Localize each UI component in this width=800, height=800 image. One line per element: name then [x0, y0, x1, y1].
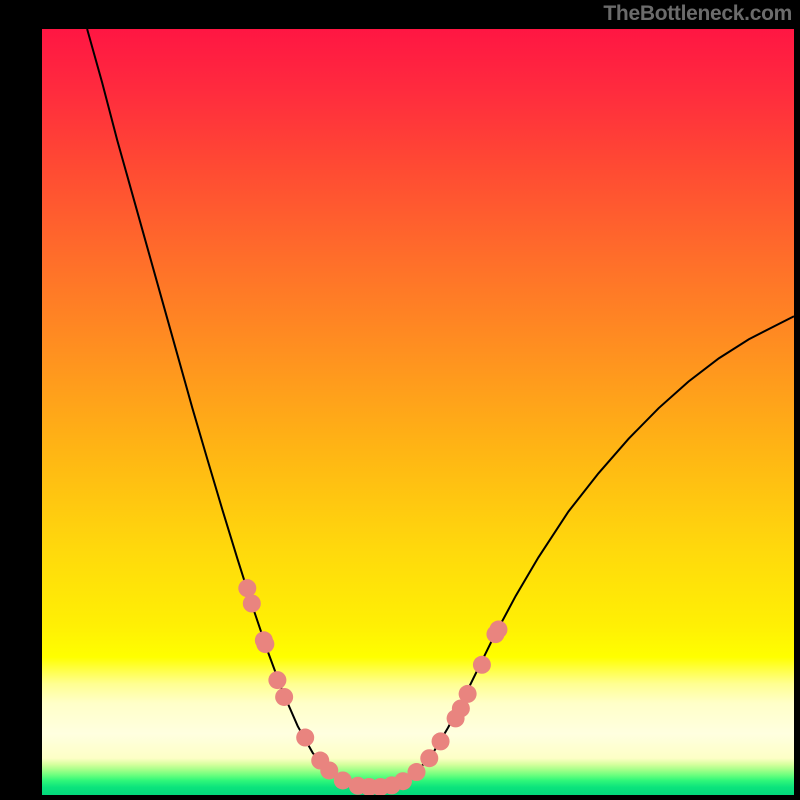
data-marker: [408, 763, 426, 781]
data-marker: [473, 656, 491, 674]
data-marker: [256, 635, 274, 653]
bottleneck-curve: [87, 29, 794, 787]
data-marker: [432, 732, 450, 750]
data-marker: [275, 688, 293, 706]
data-marker: [238, 579, 256, 597]
data-marker: [489, 621, 507, 639]
data-marker: [296, 729, 314, 747]
data-marker: [420, 749, 438, 767]
data-marker: [243, 595, 261, 613]
plot-area: [42, 29, 794, 795]
data-marker: [459, 685, 477, 703]
bottleneck-curve-layer: [42, 29, 794, 795]
watermark-label: TheBottleneck.com: [603, 2, 792, 26]
data-marker: [268, 671, 286, 689]
chart-container: TheBottleneck.com: [0, 0, 800, 800]
